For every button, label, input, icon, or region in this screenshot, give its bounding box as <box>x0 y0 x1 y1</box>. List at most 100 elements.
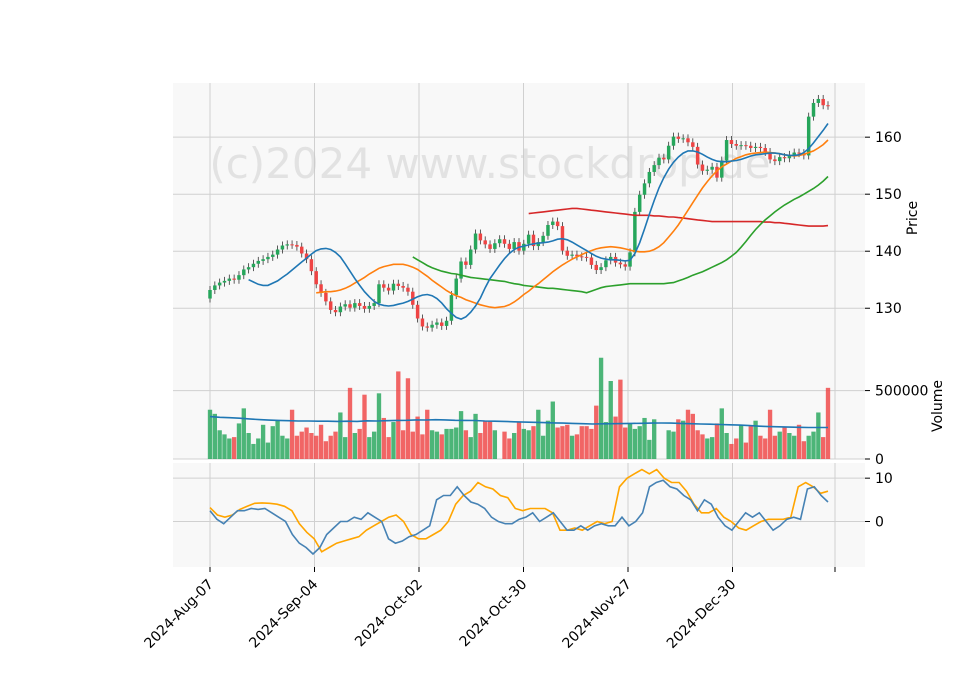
volume-bar <box>521 428 527 459</box>
candle-body <box>531 234 536 247</box>
volume-bar <box>367 437 372 459</box>
candle-body <box>435 322 439 325</box>
volume-bar <box>647 439 652 459</box>
volume-bar <box>454 427 459 459</box>
candle-body <box>522 243 526 251</box>
candle-body <box>797 152 801 154</box>
volume-bar <box>598 357 604 459</box>
volume-bar <box>241 408 246 459</box>
price-tick-label: 140 <box>875 244 902 260</box>
candle-body <box>565 250 570 256</box>
volume-bar <box>589 428 594 459</box>
volume-bar <box>695 430 700 459</box>
volume-bar <box>579 426 584 459</box>
volume-bar <box>415 416 420 459</box>
candle-body <box>488 244 492 249</box>
candle-body <box>280 245 285 250</box>
volume-bar <box>671 431 676 459</box>
candle-body <box>681 138 685 140</box>
candle-body <box>251 263 256 268</box>
volume-bar <box>806 435 811 459</box>
volume-bar <box>444 428 449 459</box>
volume-bar <box>420 434 425 459</box>
volume-bar <box>217 430 222 459</box>
volume-bar <box>492 430 498 459</box>
volume-bar <box>623 427 628 459</box>
candle-body <box>729 140 734 145</box>
volume-bars <box>207 357 831 459</box>
candle-body <box>406 287 410 292</box>
candle-body <box>353 303 357 308</box>
candle-body <box>430 324 434 328</box>
volume-bar <box>724 433 729 459</box>
volume-bar <box>748 426 753 459</box>
candle-body <box>705 169 710 171</box>
candle-body <box>290 244 294 246</box>
candle-body <box>333 309 338 313</box>
candle-body <box>222 280 227 283</box>
volume-bar <box>729 443 734 459</box>
candle-body <box>691 142 695 147</box>
volume-bar <box>569 435 575 459</box>
volume-bar <box>540 435 546 459</box>
volume-bar <box>309 433 314 459</box>
candle-body <box>478 233 483 241</box>
candle-body <box>773 159 777 162</box>
volume-bar <box>738 424 744 459</box>
candle-body <box>261 259 265 261</box>
candle-body <box>309 259 314 272</box>
candle-body <box>724 140 729 161</box>
candle-body <box>826 105 830 107</box>
volume-bar <box>680 420 686 459</box>
volume-bar <box>328 435 333 459</box>
candle-body <box>623 264 627 267</box>
volume-bar <box>820 437 826 459</box>
date-tick-label: 2024-Sep-04 <box>246 576 321 651</box>
volume-bar <box>796 424 802 459</box>
volume-bar <box>323 441 329 459</box>
volume-bar <box>251 443 256 459</box>
candle-body <box>589 257 594 265</box>
candle-body <box>580 256 584 258</box>
volume-bar <box>714 423 720 459</box>
volume-bar <box>753 420 758 459</box>
candle-body <box>217 282 222 286</box>
volume-bar <box>666 430 671 459</box>
volume-bar <box>560 426 565 459</box>
candle-body <box>237 275 241 280</box>
volume-bar <box>362 394 367 459</box>
volume-bar <box>801 441 807 459</box>
candle-body <box>382 284 386 288</box>
candle-body <box>464 261 468 265</box>
candle-body <box>811 102 816 117</box>
volume-bar <box>236 423 242 459</box>
candle-body <box>666 145 671 160</box>
candle-body <box>551 221 555 225</box>
candle-body <box>208 289 212 299</box>
candle-body <box>758 146 763 149</box>
volume-bar <box>603 422 609 459</box>
candle-body <box>372 303 376 306</box>
candle-body <box>555 221 560 227</box>
volume-bar <box>449 428 454 459</box>
volume-bar <box>511 433 517 459</box>
volume-bar <box>270 426 275 459</box>
volume-bar <box>396 371 401 459</box>
volume-bar <box>304 427 309 459</box>
oscillator-main-line <box>209 479 829 556</box>
sma-20-line <box>316 139 829 309</box>
candle-body <box>700 164 705 171</box>
volume-bar <box>391 422 396 459</box>
volume-bar <box>473 413 478 459</box>
candle-body <box>512 242 516 249</box>
candle-body <box>415 304 420 319</box>
candle-body <box>459 261 463 279</box>
volume-bar <box>371 431 377 459</box>
candle-body <box>720 160 724 178</box>
candle-body <box>517 242 521 251</box>
volume-bar <box>690 413 695 459</box>
candle-body <box>343 304 347 307</box>
candle-body <box>493 243 497 249</box>
volume-bar <box>405 378 411 459</box>
volume-bar <box>734 438 739 459</box>
